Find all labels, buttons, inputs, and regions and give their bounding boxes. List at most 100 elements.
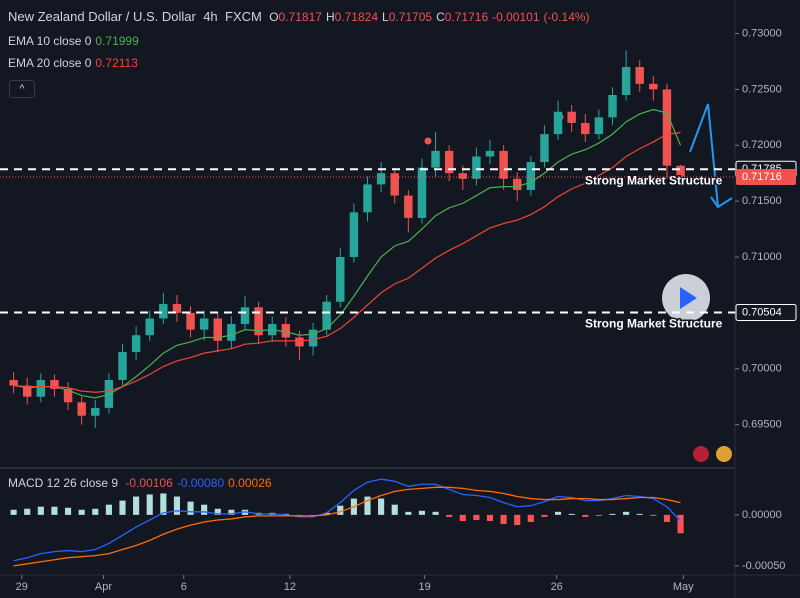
x-tick-label: 29: [16, 581, 28, 593]
ema-line: [13, 132, 681, 393]
histogram-bar: [500, 514, 507, 525]
histogram-bar: [364, 496, 371, 515]
candle-body: [363, 184, 372, 213]
histogram-bar: [527, 514, 534, 523]
macd-value: -0.00106: [125, 476, 173, 490]
candle-body: [567, 111, 576, 123]
y-tick-label: 0.72500: [742, 83, 782, 95]
collapse-button[interactable]: ^: [9, 80, 35, 98]
y-tick-label: 0.72000: [742, 139, 782, 151]
ema-value: 0.71999: [95, 34, 139, 48]
histogram-bar: [405, 511, 412, 515]
candle-body: [608, 94, 617, 118]
ema-name: EMA 10 close 0: [8, 34, 92, 48]
y-tick-label: 0.00000: [742, 509, 782, 521]
event-flag[interactable]: [716, 446, 732, 462]
histogram-bar: [595, 514, 602, 516]
macd-value: 0.00026: [228, 476, 272, 490]
ohlc-label: C: [436, 10, 445, 24]
histogram-bar: [201, 504, 208, 515]
price-tag: [735, 303, 797, 321]
source: FXCM: [225, 9, 262, 24]
x-tick-label: 6: [181, 581, 187, 593]
annotation: Strong Market Structure: [585, 317, 723, 331]
histogram-bar: [24, 508, 31, 515]
candle-body: [308, 329, 318, 347]
histogram-bar: [663, 514, 671, 523]
candle-body: [240, 307, 250, 325]
candle-body: [172, 303, 182, 313]
candle-body: [213, 318, 222, 341]
macd-legend: MACD 12 26 close 9 -0.00106 -0.00080 0.000…: [8, 476, 276, 490]
histogram-bar: [568, 513, 575, 515]
candle-body: [9, 379, 18, 386]
candle-body: [145, 318, 154, 336]
histogram-bar: [391, 504, 398, 515]
histogram-bar: [64, 507, 72, 515]
symbol-legend: New Zealand Dollar / U.S. Dollar 4h FXCM…: [8, 9, 594, 24]
candle-body: [485, 150, 495, 157]
candle-body: [199, 318, 209, 330]
event-flag[interactable]: [693, 446, 709, 462]
y-tick-label: -0.00050: [742, 560, 785, 572]
candle-body: [458, 173, 467, 179]
macd-value: -0.00080: [176, 476, 225, 490]
histogram-bar: [323, 512, 330, 515]
histogram-bar: [214, 508, 221, 515]
x-tick-label: 26: [551, 581, 563, 593]
histogram-bar: [650, 514, 657, 516]
x-tick-label: 19: [419, 581, 431, 593]
ohlc-value: 0.71716: [444, 10, 489, 24]
ema-value: 0.72113: [95, 56, 138, 70]
candle-body: [635, 67, 644, 84]
candle-body: [281, 324, 291, 338]
histogram-bar: [677, 514, 684, 534]
x-tick-label: May: [673, 581, 694, 593]
ohlc-label: O: [269, 10, 279, 24]
histogram-bar: [378, 498, 385, 515]
candle-body: [649, 83, 658, 90]
candle-body: [621, 67, 631, 95]
y-tick-label: 0.70000: [742, 363, 782, 375]
candle-body: [662, 89, 672, 166]
candle-body: [417, 167, 427, 218]
candle-body: [390, 173, 399, 196]
annotation: Strong Market Structure: [585, 173, 723, 187]
candle-body: [513, 178, 522, 190]
candle-body: [349, 212, 359, 258]
candle-body: [77, 402, 86, 416]
candle-body: [376, 173, 386, 185]
histogram-bar: [92, 508, 99, 515]
candle-body: [227, 324, 236, 341]
histogram-bar: [459, 514, 466, 521]
play-icon: [680, 287, 697, 309]
candle-body: [322, 301, 331, 330]
ohlc-label: L: [382, 10, 389, 24]
interval: 4h: [203, 9, 218, 24]
candle-body: [581, 122, 590, 135]
histogram-bar: [146, 494, 153, 515]
histogram-bar: [78, 509, 85, 515]
ema-name: EMA 20 close 0: [8, 56, 92, 70]
candle-body: [499, 150, 508, 179]
histogram-bar: [473, 514, 480, 520]
candle-body: [594, 117, 604, 135]
change: -0.00101: [492, 10, 540, 24]
candle-body: [36, 379, 46, 397]
histogram-bar: [10, 509, 17, 515]
histogram-bar: [133, 496, 140, 515]
candle-body: [91, 407, 100, 416]
candle-body: [254, 307, 263, 336]
ema-legend: EMA 10 close 0 0.71999: [8, 34, 143, 48]
ohlc-value: 0.71705: [388, 10, 433, 24]
histogram-bar: [541, 514, 548, 517]
price-tag-label: 0.70504: [742, 306, 782, 318]
ema-line: [13, 108, 682, 399]
histogram-bar: [187, 501, 194, 515]
histogram-bar: [446, 514, 453, 517]
histogram-bar: [514, 514, 521, 526]
histogram-bar: [37, 506, 44, 515]
candle-body: [159, 303, 168, 319]
